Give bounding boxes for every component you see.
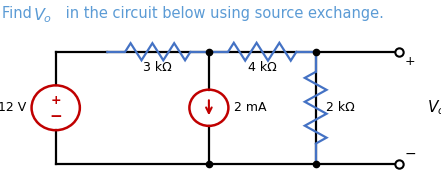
Text: 2 kΩ: 2 kΩ [326, 101, 355, 114]
Text: $\mathit{V_o}$: $\mathit{V_o}$ [34, 6, 52, 25]
Text: in the circuit below using source exchange.: in the circuit below using source exchan… [61, 6, 384, 22]
Text: +: + [405, 55, 415, 68]
Text: $V_o$: $V_o$ [427, 98, 441, 117]
Text: 3 kΩ: 3 kΩ [143, 61, 172, 74]
Text: 4 kΩ: 4 kΩ [248, 61, 277, 74]
Text: Find: Find [2, 6, 37, 22]
Text: −: − [405, 146, 416, 160]
Text: +: + [50, 94, 61, 107]
Text: 2 mA: 2 mA [234, 101, 266, 114]
Text: 12 V: 12 V [0, 101, 26, 114]
Text: −: − [49, 109, 62, 124]
